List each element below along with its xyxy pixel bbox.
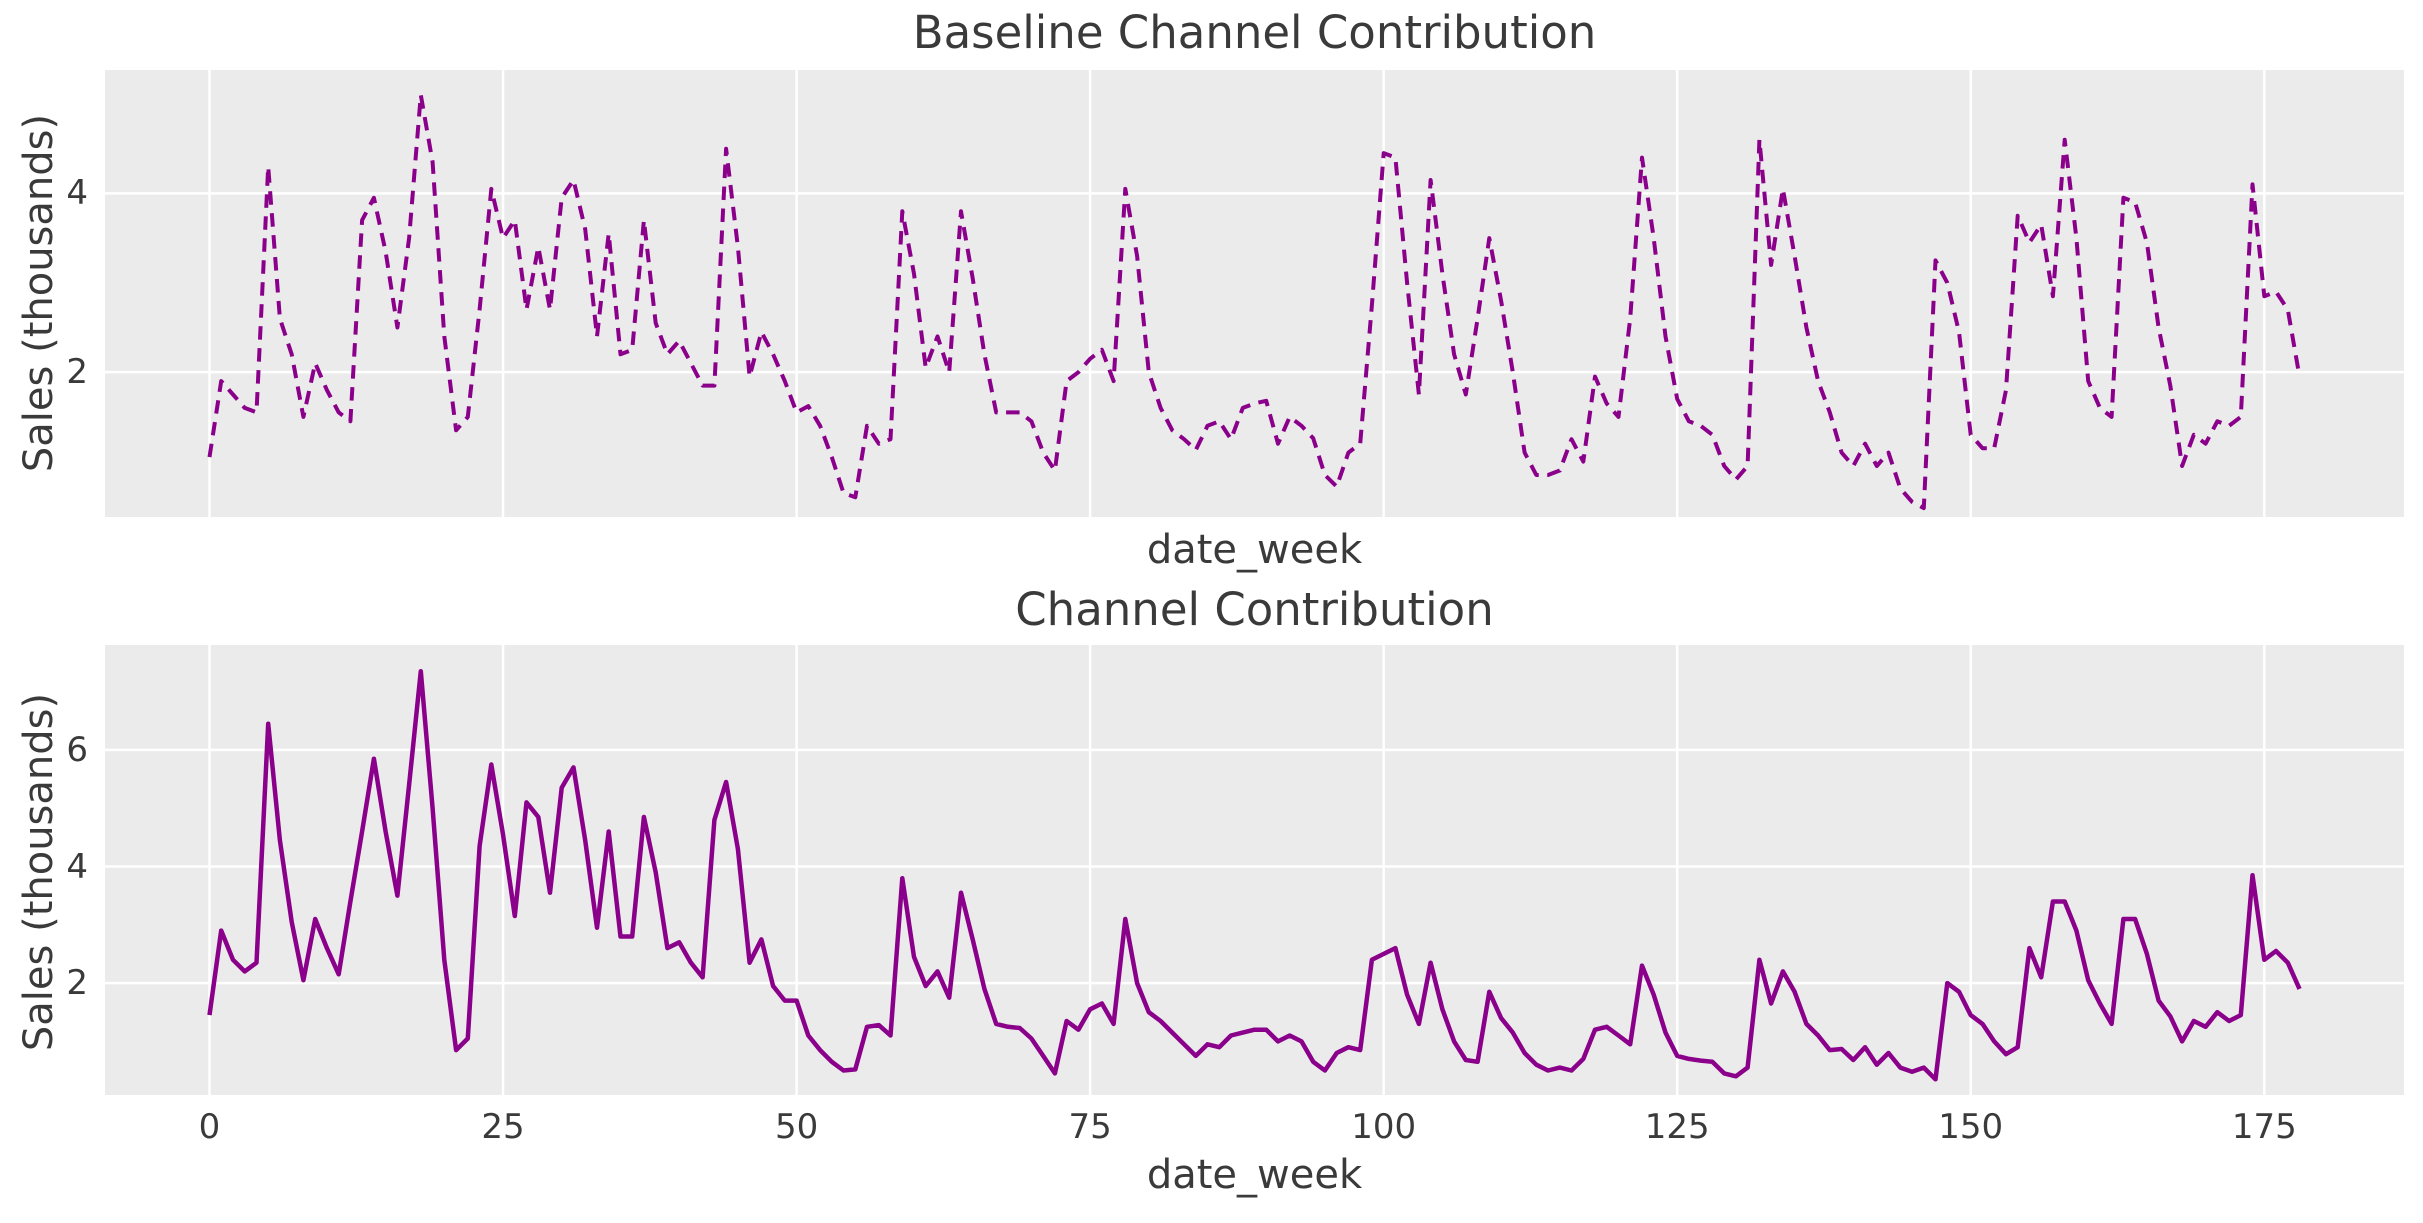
channel-y-tick-label: 6 bbox=[66, 729, 88, 770]
channel-y-tick-label: 4 bbox=[66, 846, 88, 887]
baseline-y-tick-label: 2 bbox=[66, 352, 88, 393]
channel-x-tick-label: 125 bbox=[1644, 1107, 1710, 1147]
channel-x-tick-label: 175 bbox=[2231, 1107, 2297, 1147]
baseline-y-tick-label: 4 bbox=[66, 173, 88, 214]
baseline-x-axis-label: date_week bbox=[1146, 527, 1363, 573]
channel-x-tick-label: 25 bbox=[481, 1107, 525, 1147]
channel-x-tick-label: 0 bbox=[198, 1107, 221, 1147]
channel-x-tick-label: 150 bbox=[1938, 1107, 2004, 1147]
baseline-chart-title: Baseline Channel Contribution bbox=[912, 6, 1597, 59]
channel-x-axis-label: date_week bbox=[1146, 1152, 1363, 1198]
channel-x-tick-label: 100 bbox=[1351, 1107, 1417, 1147]
baseline-y-axis-label: Sales (thousands) bbox=[16, 113, 62, 473]
channel-x-tick-label: 75 bbox=[1068, 1107, 1112, 1147]
channel-x-tick-label: 50 bbox=[774, 1107, 819, 1147]
baseline-series-line bbox=[207, 93, 2302, 511]
baseline-plot bbox=[105, 70, 2404, 517]
baseline-chart-panel bbox=[105, 70, 2404, 517]
channel-chart-panel bbox=[105, 645, 2404, 1095]
channel-plot bbox=[105, 645, 2404, 1095]
channel-chart-title: Channel Contribution bbox=[1015, 583, 1494, 636]
channel-y-tick-label: 2 bbox=[66, 963, 88, 1004]
channel-series-line bbox=[207, 668, 2302, 1082]
